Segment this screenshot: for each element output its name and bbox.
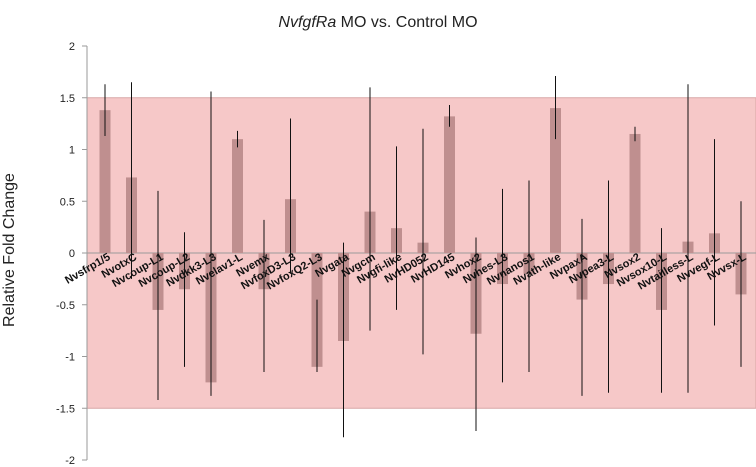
chart-title-rest: MO vs. Control MO	[336, 14, 478, 31]
bar	[629, 133, 641, 253]
y-tick-label: -0.5	[56, 300, 75, 312]
chart-title: NvfgfRa MO vs. Control MO	[0, 14, 756, 32]
y-tick-label: 0	[69, 248, 75, 260]
y-tick-label: -1.5	[56, 403, 75, 415]
bar	[232, 139, 243, 253]
y-tick-label: 0.5	[60, 196, 75, 208]
bar	[550, 108, 561, 253]
y-tick-label: 1	[69, 145, 75, 157]
y-tick-label: 2	[69, 41, 75, 53]
chart-title-italic: NvfgfRa	[278, 14, 337, 31]
y-tick-label: -1	[65, 352, 75, 364]
y-tick-label: -2	[65, 455, 75, 467]
y-tick-label: 1.5	[60, 93, 75, 105]
bar	[444, 116, 455, 253]
bar	[99, 110, 111, 253]
